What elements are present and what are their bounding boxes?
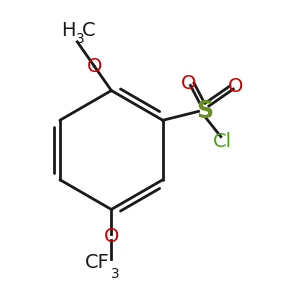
Text: CF: CF (85, 254, 110, 272)
Text: 3: 3 (110, 267, 119, 281)
Text: H: H (61, 21, 76, 40)
Text: O: O (228, 76, 243, 96)
Text: Cl: Cl (213, 132, 232, 151)
Text: O: O (104, 227, 119, 246)
Text: O: O (87, 57, 102, 76)
Text: C: C (82, 21, 96, 40)
Text: O: O (180, 74, 196, 93)
Text: S: S (196, 99, 213, 123)
Text: 3: 3 (76, 32, 85, 46)
